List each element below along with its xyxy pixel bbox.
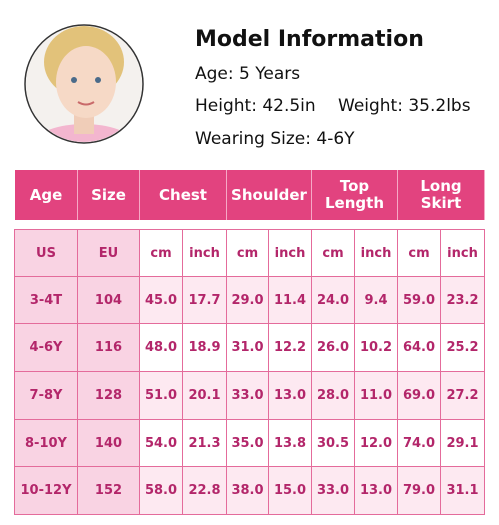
data-cell: 128 <box>78 372 140 420</box>
data-cell: 31.0 <box>227 324 269 372</box>
data-cell: 13.0 <box>355 467 398 515</box>
header-cell: Long Skirt <box>398 170 485 220</box>
data-cell: 116 <box>78 324 140 372</box>
data-cell: 152 <box>78 467 140 515</box>
data-cell: 24.0 <box>312 277 355 324</box>
data-cell: 48.0 <box>140 324 183 372</box>
data-cell: 17.7 <box>183 277 227 324</box>
data-cell: 38.0 <box>227 467 269 515</box>
data-cell: 20.1 <box>183 372 227 420</box>
data-cell: 13.8 <box>269 420 312 467</box>
header-cell: Top Length <box>312 170 398 220</box>
data-cell: 28.0 <box>312 372 355 420</box>
header-cell: Chest <box>140 170 227 220</box>
data-cell: 74.0 <box>398 420 441 467</box>
data-cell: 3-4T <box>15 277 78 324</box>
age: Age: 5 Years <box>195 64 301 84</box>
data-cell: 58.0 <box>140 467 183 515</box>
wearing-size: Wearing Size: 4-6Y <box>195 129 355 149</box>
data-cell: 64.0 <box>398 324 441 372</box>
data-cell: 29.0 <box>227 277 269 324</box>
data-cell: 11.4 <box>269 277 312 324</box>
data-cell: 13.0 <box>269 372 312 420</box>
data-cell: 69.0 <box>398 372 441 420</box>
data-cell: 30.5 <box>312 420 355 467</box>
data-cell: 33.0 <box>312 467 355 515</box>
data-cell: 15.0 <box>269 467 312 515</box>
unit-cell: inch <box>269 230 312 277</box>
data-cell: 27.2 <box>441 372 485 420</box>
data-cell: 18.9 <box>183 324 227 372</box>
data-cell: 12.2 <box>269 324 312 372</box>
unit-cell: cm <box>227 230 269 277</box>
unit-cell: cm <box>312 230 355 277</box>
data-cell: 23.2 <box>441 277 485 324</box>
title: Model Information <box>195 27 424 52</box>
unit-cell: inch <box>441 230 485 277</box>
data-cell: 10.2 <box>355 324 398 372</box>
data-cell: 4-6Y <box>15 324 78 372</box>
table-border <box>14 229 485 515</box>
data-cell: 104 <box>78 277 140 324</box>
data-cell: 21.3 <box>183 420 227 467</box>
header-cell: Shoulder <box>227 170 312 220</box>
data-cell: 7-8Y <box>15 372 78 420</box>
data-cell: 59.0 <box>398 277 441 324</box>
data-cell: 31.1 <box>441 467 485 515</box>
data-cell: 26.0 <box>312 324 355 372</box>
header-cell: Size <box>78 170 140 220</box>
height: Height: 42.5in <box>195 96 316 116</box>
data-cell: 8-10Y <box>15 420 78 467</box>
data-cell: 33.0 <box>227 372 269 420</box>
unit-cell: inch <box>355 230 398 277</box>
data-cell: 22.8 <box>183 467 227 515</box>
unit-cell: US <box>15 230 78 277</box>
unit-cell: inch <box>183 230 227 277</box>
weight: Weight: 35.2lbs <box>338 96 471 116</box>
unit-cell: cm <box>398 230 441 277</box>
data-cell: 35.0 <box>227 420 269 467</box>
data-cell: 29.1 <box>441 420 485 467</box>
model-photo <box>24 24 144 144</box>
data-cell: 12.0 <box>355 420 398 467</box>
data-cell: 79.0 <box>398 467 441 515</box>
data-cell: 54.0 <box>140 420 183 467</box>
data-cell: 9.4 <box>355 277 398 324</box>
data-cell: 25.2 <box>441 324 485 372</box>
data-cell: 10-12Y <box>15 467 78 515</box>
data-cell: 11.0 <box>355 372 398 420</box>
header-cell: Age <box>15 170 78 220</box>
data-cell: 140 <box>78 420 140 467</box>
unit-cell: EU <box>78 230 140 277</box>
unit-cell: cm <box>140 230 183 277</box>
data-cell: 45.0 <box>140 277 183 324</box>
data-cell: 51.0 <box>140 372 183 420</box>
